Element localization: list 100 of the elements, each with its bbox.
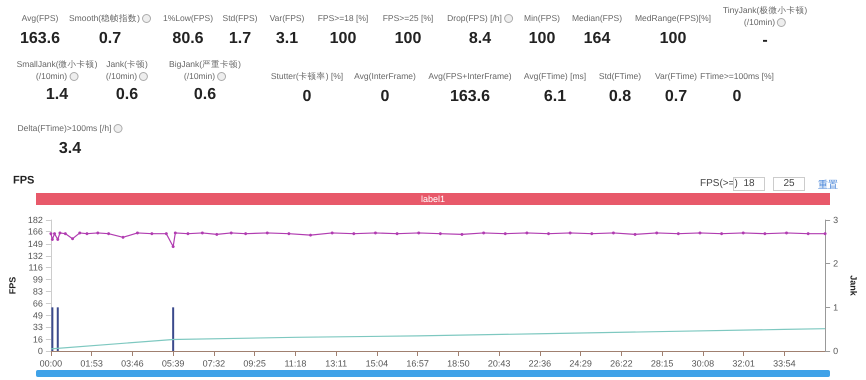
x-tick-label: 00:00 xyxy=(40,358,62,368)
point xyxy=(287,232,290,236)
text: 3.1 xyxy=(276,30,298,47)
point xyxy=(417,231,420,234)
category-label: Avg(InterFrame) xyxy=(354,70,416,82)
point xyxy=(164,232,168,236)
point xyxy=(122,236,125,239)
category-label: Std(FPS) xyxy=(222,12,258,24)
y-tick-label: 116 xyxy=(28,262,43,273)
y2-tick-label: 1 xyxy=(833,302,838,312)
text: 0.6 xyxy=(116,86,138,103)
chart-title: FPS xyxy=(13,174,34,186)
y-tick-label: 83 xyxy=(32,286,43,296)
point xyxy=(763,232,766,236)
x-tick-label: 24:29 xyxy=(569,358,592,368)
point xyxy=(309,234,312,237)
category-label: Avg(FPS+InterFrame) xyxy=(428,70,512,82)
point xyxy=(590,232,594,236)
point xyxy=(78,231,82,234)
point xyxy=(244,232,248,236)
point xyxy=(720,232,724,236)
text: 0 xyxy=(302,88,312,105)
point xyxy=(50,238,54,241)
text: 164 xyxy=(584,30,610,47)
text: 18 xyxy=(743,178,755,189)
point xyxy=(85,232,88,236)
text: 重置 xyxy=(818,178,838,192)
x-tick-label: 01:53 xyxy=(80,358,103,368)
x-tick-label: 33:54 xyxy=(773,358,796,368)
text: 0.8 xyxy=(608,88,632,105)
category-label: Std(FTime) xyxy=(598,70,642,82)
y-tick-label: 132 xyxy=(28,250,43,261)
point xyxy=(352,232,356,236)
text: 100 xyxy=(394,30,422,47)
x-tick-label: 20:43 xyxy=(488,358,510,368)
x-tick-label: 03:46 xyxy=(121,358,144,368)
y-tick-label: 149 xyxy=(28,238,43,249)
x-tick-label: 09:25 xyxy=(243,358,266,368)
point xyxy=(806,232,810,236)
text: 0 xyxy=(732,88,742,105)
text: 8.4 xyxy=(468,30,492,47)
x-tick-label: 13:11 xyxy=(325,358,348,368)
point xyxy=(568,231,572,234)
text: 0.6 xyxy=(194,86,216,103)
text: 100 xyxy=(330,30,356,47)
category-label: Median(FPS) xyxy=(572,12,622,24)
category-label: Stutter(卡顿率) [%] xyxy=(270,70,344,82)
category-label: TinyJank(极微小卡顿) (/10min) xyxy=(722,4,808,28)
text: 3.4 xyxy=(58,140,82,157)
y2-tick-label: 0 xyxy=(833,346,838,356)
category-label: Avg(FPS) xyxy=(20,12,60,24)
text: 6.1 xyxy=(544,88,566,105)
point xyxy=(107,232,110,236)
category-label: Var(FTime) xyxy=(654,70,698,82)
point xyxy=(174,231,177,234)
point xyxy=(186,232,190,236)
y-tick-label: 0 xyxy=(38,346,43,356)
category-label: Delta(FTime)>100ms [/h] xyxy=(18,122,112,134)
y2-tick-label: 3 xyxy=(833,215,838,225)
point xyxy=(547,232,550,236)
text: 0.7 xyxy=(98,30,122,47)
x-tick-label: 26:22 xyxy=(610,358,633,368)
point xyxy=(53,232,56,236)
x-tick-label: 15:04 xyxy=(366,358,388,368)
y-axis-title: FPS xyxy=(8,276,18,294)
point xyxy=(215,232,218,236)
y-tick-label: 33 xyxy=(32,322,43,332)
category-label: BigJank(严重卡顿) (/10min) xyxy=(169,58,241,82)
point xyxy=(64,232,67,236)
text: 163.6 xyxy=(20,30,60,47)
y-tick-label: 16 xyxy=(32,334,43,344)
x-tick-label: 05:39 xyxy=(162,358,184,368)
point xyxy=(150,232,154,236)
category-label: SmallJank(微小卡顿) (/10min) xyxy=(16,58,98,82)
category-label: Min(FPS) xyxy=(524,12,560,24)
y-tick-label: 182 xyxy=(28,215,43,225)
point xyxy=(676,232,680,236)
y2-tick-label: 2 xyxy=(833,258,838,269)
y-tick-label: 66 xyxy=(32,298,43,308)
x-tick-label: 18:50 xyxy=(447,358,470,368)
x-tick-label: 22:36 xyxy=(528,358,552,368)
text: 100 xyxy=(660,30,686,47)
point xyxy=(266,231,269,234)
point xyxy=(330,231,334,234)
point xyxy=(58,231,62,234)
point xyxy=(460,232,464,236)
y-tick-label: 99 xyxy=(32,274,43,285)
category-label: FTime>=100ms [%] xyxy=(700,70,774,82)
category-label: Smooth(稳帧指数) xyxy=(69,12,141,24)
text: 163.6 xyxy=(450,88,490,105)
category-label: Jank(卡顿) (/10min) xyxy=(106,58,148,82)
text: 0.7 xyxy=(664,88,688,105)
text: 1.7 xyxy=(228,30,252,47)
x-tick-label: 30:08 xyxy=(692,358,714,368)
point xyxy=(438,232,442,236)
x-tick-label: 11:18 xyxy=(284,358,306,368)
point xyxy=(172,245,175,248)
y-tick-label: 49 xyxy=(32,310,43,321)
x-tick-label: 32:01 xyxy=(732,358,755,368)
point xyxy=(96,231,100,234)
